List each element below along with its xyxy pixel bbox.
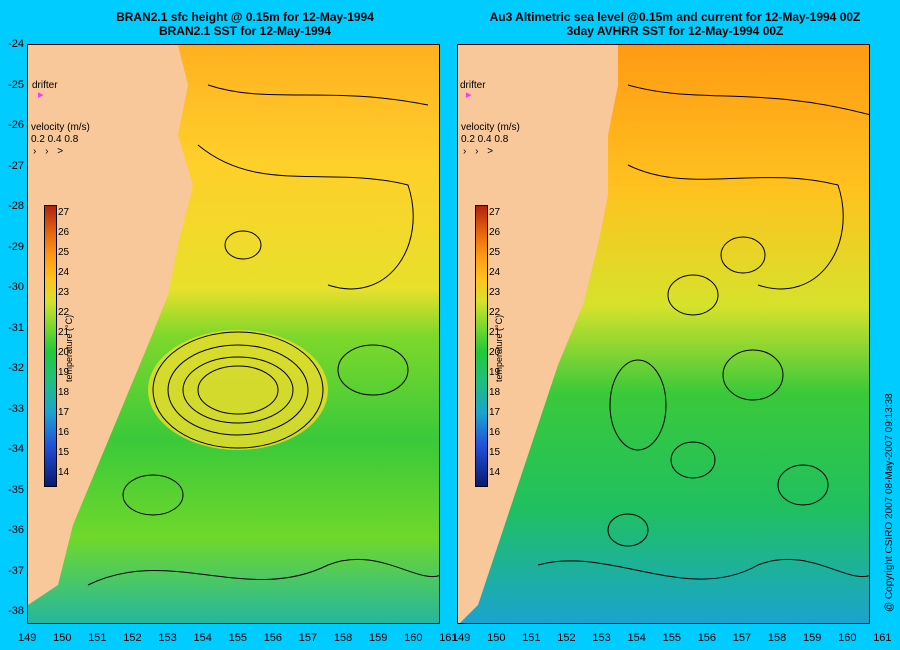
copyright-notice: @ Copyright CSIRO 2007 08-May-2007 09:13… <box>884 393 895 612</box>
left-panel-title: BRAN2.1 sfc height @ 0.15m for 12-May-19… <box>60 10 430 38</box>
left-title-line2: BRAN2.1 SST for 12-May-1994 <box>158 24 332 38</box>
lon-tick-label-left: 156 <box>263 632 283 644</box>
colorbar-tick-label: 21 <box>489 327 501 338</box>
sea-level-contours <box>87 84 439 586</box>
velocity-legend-values-left: 0.2 0.4 0.8 <box>31 134 79 145</box>
right-title-line2: 3day AVHRR SST for 12-May-1994 00Z <box>566 24 784 38</box>
lat-tick-label: -38 <box>8 605 24 617</box>
colorbar-tick-label: 14 <box>489 467 501 478</box>
lat-tick-label: -27 <box>8 159 24 172</box>
right-title-line1: Au3 Altimetric sea level @0.15m and curr… <box>489 10 861 24</box>
lat-tick-label: -29 <box>8 240 24 253</box>
colorbar-tick-label: 21 <box>58 327 70 338</box>
lat-tick-label: -24 <box>8 38 24 50</box>
velocity-legend-title-right: velocity (m/s) <box>461 122 520 133</box>
colorbar-tick-label: 24 <box>58 267 70 278</box>
colorbar-tick-label: 27 <box>58 207 70 218</box>
drifter-label-right: drifter <box>460 80 486 91</box>
colorbar-tick-label: 15 <box>58 447 70 458</box>
velocity-legend-title-left: velocity (m/s) <box>31 122 90 133</box>
lon-tick-label-left: 157 <box>298 632 318 644</box>
lat-tick-label: -32 <box>8 362 24 374</box>
colorbar-tick-label: 23 <box>489 287 501 298</box>
colorbar-tick-label: 14 <box>58 467 70 478</box>
lat-tick-label: -33 <box>8 402 24 415</box>
colorbar-tick-label: 22 <box>489 307 501 318</box>
lat-tick-label: -26 <box>8 119 24 131</box>
colorbar-tick-label: 22 <box>58 307 70 318</box>
colorbar-tick-label: 16 <box>58 427 70 438</box>
lat-tick-label: -31 <box>8 321 24 334</box>
colorbar-tick-label: 17 <box>58 407 70 418</box>
colorbar-tick-label: 17 <box>489 407 501 418</box>
colorbar-tick-label: 26 <box>489 227 501 238</box>
colorbar-tick-label: 24 <box>489 267 501 278</box>
velocity-legend-arrows-right: › › > <box>463 146 497 157</box>
colorbar-tick-label: 23 <box>58 287 70 298</box>
colorbar-tick-label: 19 <box>58 367 70 378</box>
lat-tick-label: -30 <box>8 281 24 293</box>
lon-tick-label-right: 157 <box>732 632 752 644</box>
colorbar-tick-label: 18 <box>58 387 70 398</box>
colorbar-left <box>44 205 57 487</box>
lon-tick-label-left: 161 <box>439 632 458 644</box>
drifter-label-left: drifter <box>32 80 58 91</box>
lon-tick-label-right: 155 <box>662 632 681 644</box>
lon-tick-label-right: 153 <box>592 632 611 644</box>
lon-tick-label-right: 156 <box>697 632 717 644</box>
drifter-marker-left: ▸ <box>38 89 44 101</box>
left-title-line1: BRAN2.1 sfc height @ 0.15m for 12-May-19… <box>116 10 374 24</box>
lon-tick-label-left: 151 <box>88 632 107 644</box>
colorbar-tick-label: 25 <box>489 247 501 258</box>
lon-tick-label-right: 149 <box>452 632 471 644</box>
lon-tick-label-right: 152 <box>557 632 576 644</box>
land-australia <box>28 45 193 605</box>
colorbar-tick-label: 15 <box>489 447 501 458</box>
colorbar-tick-label: 27 <box>489 207 501 218</box>
lon-tick-label-left: 149 <box>18 632 37 644</box>
lon-tick-label-left: 160 <box>404 632 423 644</box>
lat-tick-label: -28 <box>8 200 24 212</box>
lon-tick-label-left: 159 <box>369 632 388 644</box>
colorbar-tick-label: 25 <box>58 247 70 258</box>
sea-level-contours <box>537 84 869 580</box>
drifter-marker-right: ▸ <box>466 89 472 101</box>
velocity-legend-arrows-left: › › > <box>33 146 67 157</box>
lon-tick-label-right: 154 <box>627 632 646 644</box>
warm-eddy <box>148 330 328 450</box>
land-australia <box>458 45 618 623</box>
left-sst-map <box>27 44 440 624</box>
lat-tick-label: -35 <box>8 483 24 496</box>
right-sst-map <box>457 44 870 624</box>
colorbar-right <box>475 205 488 487</box>
lon-tick-label-left: 152 <box>123 632 142 644</box>
colorbar-tick-label: 16 <box>489 427 501 438</box>
colorbar-tick-label: 26 <box>58 227 70 238</box>
lon-tick-label-right: 159 <box>803 632 822 644</box>
lon-tick-label-right: 161 <box>873 632 892 644</box>
lon-tick-label-left: 158 <box>333 632 353 644</box>
colorbar-tick-label: 20 <box>58 347 70 358</box>
lon-tick-label-left: 154 <box>193 632 212 644</box>
lon-tick-label-left: 153 <box>158 632 177 644</box>
lon-tick-label-right: 151 <box>522 632 541 644</box>
lon-tick-label-right: 158 <box>767 632 787 644</box>
lat-tick-label: -36 <box>8 524 24 536</box>
right-panel-title: Au3 Altimetric sea level @0.15m and curr… <box>455 10 895 38</box>
lat-tick-label: -34 <box>8 443 24 455</box>
lon-tick-label-left: 155 <box>228 632 247 644</box>
lon-tick-label-left: 150 <box>53 632 72 644</box>
colorbar-tick-label: 20 <box>489 347 501 358</box>
colorbar-tick-label: 18 <box>489 387 501 398</box>
colorbar-tick-label: 19 <box>489 367 501 378</box>
lon-tick-label-right: 160 <box>838 632 857 644</box>
lat-tick-label: -25 <box>8 78 24 91</box>
lat-tick-label: -37 <box>8 564 24 577</box>
velocity-legend-values-right: 0.2 0.4 0.8 <box>461 134 509 145</box>
lon-tick-label-right: 150 <box>487 632 506 644</box>
